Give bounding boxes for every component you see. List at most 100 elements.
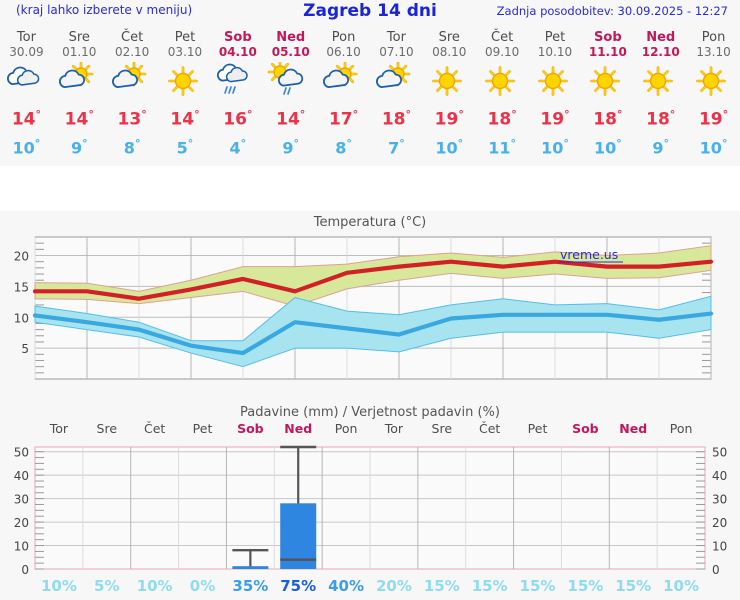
degree-sign: ° bbox=[34, 136, 41, 150]
precip-probability-4: 35% bbox=[232, 577, 268, 595]
day-date: 10.10 bbox=[537, 45, 573, 59]
day-temp-min-value: 4 bbox=[229, 137, 241, 157]
day-name: Sre bbox=[68, 30, 90, 45]
precip-day-label-12: Ned bbox=[619, 421, 647, 436]
degree-sign: ° bbox=[141, 108, 147, 121]
partly-sunny-icon bbox=[317, 62, 370, 102]
svg-text:10: 10 bbox=[14, 540, 29, 554]
day-temp-max-value: 14 bbox=[170, 109, 195, 130]
day-temp-max-value: 18 bbox=[593, 109, 617, 130]
sunny-icon bbox=[581, 62, 634, 102]
day-temp-max: 18° bbox=[581, 102, 634, 133]
day-column-7[interactable]: Tor 07.10 18° 7° bbox=[370, 26, 423, 159]
degree-sign: ° bbox=[669, 108, 676, 121]
partly-sunny-icon bbox=[53, 62, 106, 102]
day-column-13[interactable]: Pon 13.10 19° 10° bbox=[687, 26, 740, 159]
day-name: Pet bbox=[544, 30, 566, 45]
sunny-icon bbox=[423, 62, 476, 102]
svg-text:20: 20 bbox=[14, 250, 29, 264]
precip-probability-2: 10% bbox=[137, 577, 173, 595]
day-column-12[interactable]: Ned 12.10 18° 9° bbox=[634, 26, 687, 159]
svg-text:15: 15 bbox=[14, 280, 29, 294]
day-column-6[interactable]: Pon 06.10 17° 8° bbox=[317, 26, 370, 159]
day-name: Tor bbox=[16, 30, 36, 45]
precip-probability-0: 10% bbox=[41, 577, 77, 595]
day-column-1[interactable]: Sre 01.10 14° 9° bbox=[53, 26, 106, 159]
day-temp-max-value: 14 bbox=[276, 109, 300, 130]
day-temp-max-value: 19 bbox=[698, 109, 723, 130]
topbar: (kraj lahko izberete v meniju) Zagreb 14… bbox=[0, 0, 740, 24]
sunny-icon bbox=[159, 62, 212, 102]
degree-sign: ° bbox=[299, 108, 306, 121]
day-temp-max-value: 17 bbox=[328, 109, 353, 130]
degree-sign: ° bbox=[564, 108, 570, 121]
precip-probability-12: 15% bbox=[615, 577, 651, 595]
day-column-2[interactable]: Čet 02.10 13° 8° bbox=[106, 26, 159, 159]
precip-day-label-0: Tor bbox=[49, 421, 69, 436]
day-temp-max: 14° bbox=[0, 102, 53, 133]
day-temp-max: 18° bbox=[370, 102, 423, 133]
temperature-chart-title: Temperatura (°C) bbox=[313, 215, 427, 230]
day-column-4[interactable]: Sob 04.10 16° 4° bbox=[211, 26, 264, 159]
precip-probability-3: 0% bbox=[190, 577, 215, 595]
day-temp-max: 17° bbox=[317, 102, 370, 133]
degree-sign: ° bbox=[563, 136, 569, 150]
day-column-10[interactable]: Pet 10.10 19° 10° bbox=[529, 26, 582, 159]
precip-day-label-9: Čet bbox=[479, 421, 500, 436]
temperature-plot: 5 10 15 20 vreme.us bbox=[14, 236, 714, 380]
day-name: Sob bbox=[224, 30, 252, 45]
day-name: Sob bbox=[594, 30, 622, 45]
day-name: Pet bbox=[174, 30, 196, 45]
degree-sign: ° bbox=[134, 136, 141, 150]
partly-sunny-icon bbox=[370, 62, 423, 102]
precip-day-label-13: Pon bbox=[670, 421, 693, 436]
day-column-9[interactable]: Čet 09.10 18° 11° bbox=[476, 26, 529, 159]
last-update-text: Zadnja posodobitev: 30.09.2025 - 12:27 bbox=[496, 4, 728, 18]
precip-probability-10: 15% bbox=[520, 577, 556, 595]
degree-sign: ° bbox=[346, 136, 352, 150]
day-temp-max-value: 19 bbox=[434, 109, 459, 130]
sunny-icon bbox=[687, 62, 740, 102]
degree-sign: ° bbox=[35, 108, 42, 121]
degree-sign: ° bbox=[457, 136, 464, 150]
day-temp-min-value: 10 bbox=[435, 137, 458, 157]
degree-sign: ° bbox=[293, 136, 300, 150]
svg-text:50: 50 bbox=[712, 446, 727, 460]
degree-sign: ° bbox=[458, 108, 464, 121]
day-temp-min: 9° bbox=[264, 133, 317, 159]
day-temp-max-value: 18 bbox=[487, 109, 512, 130]
degree-sign: ° bbox=[187, 136, 194, 150]
daily-forecast-strip: Tor 30.09 14° 10° Sre 01.10 14° 9° Čet 02.10 13… bbox=[0, 26, 740, 166]
svg-text:30: 30 bbox=[14, 493, 29, 507]
day-column-0[interactable]: Tor 30.09 14° 10° bbox=[0, 26, 53, 159]
watermark: vreme.us bbox=[560, 247, 618, 262]
day-temp-min-value: 8 bbox=[123, 137, 135, 157]
precip-probability-7: 20% bbox=[376, 577, 412, 595]
day-column-3[interactable]: Pet 03.10 14° 5° bbox=[159, 26, 212, 159]
sunny-icon bbox=[529, 62, 582, 102]
day-temp-min-value: 5 bbox=[176, 137, 188, 157]
day-column-11[interactable]: Sob 11.10 18° 10° bbox=[581, 26, 634, 159]
precip-day-label-11: Sob bbox=[572, 421, 599, 436]
day-column-8[interactable]: Sre 08.10 19° 10° bbox=[423, 26, 476, 159]
degree-sign: ° bbox=[510, 136, 517, 150]
day-temp-min: 4° bbox=[211, 133, 264, 159]
day-date: 30.09 bbox=[9, 45, 44, 59]
day-date: 05.10 bbox=[271, 45, 310, 59]
day-temp-min-value: 11 bbox=[488, 137, 511, 157]
day-date: 13.10 bbox=[696, 45, 731, 59]
degree-sign: ° bbox=[405, 108, 412, 121]
precip-day-label-3: Pet bbox=[193, 421, 213, 436]
rain-icon bbox=[211, 62, 264, 102]
day-temp-max: 14° bbox=[53, 102, 106, 133]
day-temp-min: 9° bbox=[634, 133, 687, 159]
degree-sign: ° bbox=[82, 136, 88, 150]
svg-text:20: 20 bbox=[712, 516, 727, 530]
degree-sign: ° bbox=[240, 136, 247, 150]
svg-text:50: 50 bbox=[14, 446, 29, 460]
day-date: 12.10 bbox=[641, 45, 680, 59]
day-column-5[interactable]: Ned 05.10 14° 9° bbox=[264, 26, 317, 159]
svg-text:5: 5 bbox=[21, 342, 29, 356]
day-temp-min: 8° bbox=[317, 133, 370, 159]
day-date: 08.10 bbox=[432, 45, 467, 59]
